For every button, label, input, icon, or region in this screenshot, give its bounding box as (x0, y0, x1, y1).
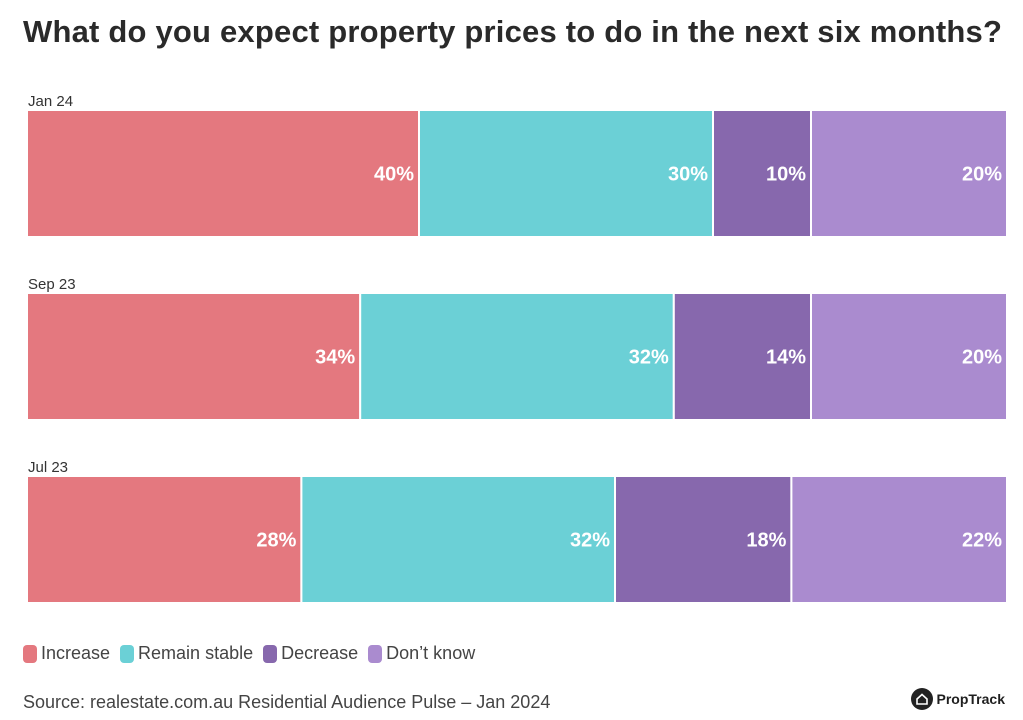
brand-name: PropTrack (936, 691, 1005, 707)
legend-swatch (23, 644, 37, 663)
bar-segment (418, 109, 714, 238)
data-label: 40% (374, 164, 414, 186)
bar-segment (810, 109, 1008, 238)
category-label: Jan 24 (28, 93, 73, 110)
bar-segment (300, 475, 616, 604)
data-label: 22% (962, 530, 1002, 552)
bar-segment (790, 475, 1009, 604)
source-note: Source: realestate.com.au Residential Au… (23, 692, 551, 712)
legend-label: Increase (41, 643, 111, 663)
bar-segment (26, 292, 362, 421)
legend-item: Don’t know (368, 643, 475, 664)
bar-segment (614, 475, 793, 604)
data-label: 18% (746, 530, 786, 552)
chart-title: What do you expect property prices to do… (23, 14, 1003, 49)
bar-segment (672, 292, 812, 421)
legend-swatch (263, 644, 278, 663)
legend-swatch (368, 644, 383, 663)
legend-swatch (120, 644, 135, 663)
legend-item: Remain stable (120, 643, 253, 664)
data-label: 32% (629, 347, 669, 369)
bar-segment (26, 475, 303, 604)
chart-legend: Increase Remain stable Decrease Don’t know (23, 643, 485, 664)
legend-label: Decrease (281, 643, 359, 663)
data-label: 32% (570, 530, 610, 552)
data-label: 20% (962, 164, 1002, 186)
legend-label: Remain stable (138, 643, 254, 663)
bar-segment (712, 109, 812, 238)
data-label: 20% (962, 347, 1002, 369)
data-label: 30% (668, 164, 708, 186)
data-label: 28% (256, 530, 296, 552)
house-icon (910, 688, 933, 710)
legend-item: Decrease (263, 643, 358, 664)
data-label: 14% (766, 347, 806, 369)
bar-segment (359, 292, 675, 421)
proptrack-logo: PropTrack (910, 688, 1005, 710)
category-label: Sep 23 (28, 276, 76, 293)
bar-segment (26, 109, 420, 238)
data-label: 34% (315, 347, 355, 369)
category-label: Jul 23 (28, 459, 68, 476)
legend-label: Don’t know (386, 643, 476, 663)
bar-segment (810, 292, 1008, 421)
legend-item: Increase (23, 643, 110, 664)
data-label: 10% (766, 164, 806, 186)
